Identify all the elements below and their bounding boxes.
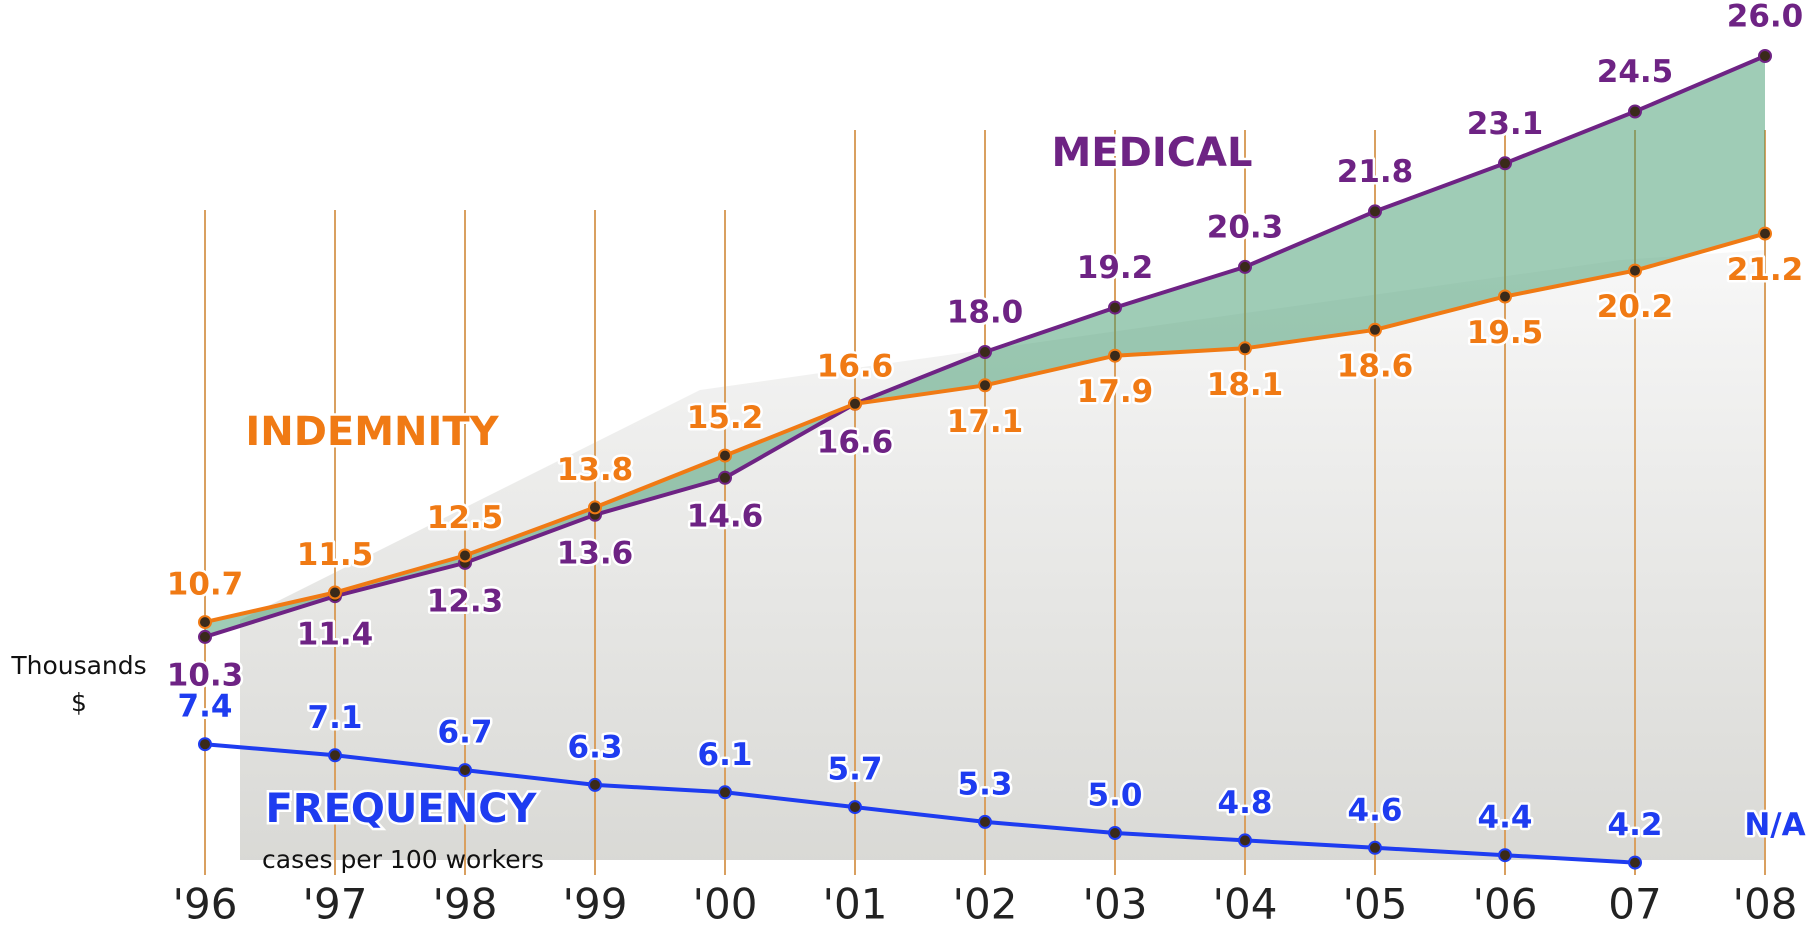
point: [979, 346, 991, 358]
x-tick-label: '98: [433, 880, 498, 925]
point: [199, 738, 211, 750]
value-label: 5.3: [958, 766, 1013, 802]
value-label: 4.6: [1348, 792, 1403, 828]
value-label: 18.6: [1337, 348, 1414, 384]
value-label: 6.3: [568, 729, 623, 765]
point: [1109, 350, 1121, 362]
value-label: 12.5: [427, 500, 504, 536]
value-label: 7.4: [178, 689, 233, 725]
point: [1239, 261, 1251, 273]
value-label: 4.4: [1478, 800, 1533, 836]
value-label: 11.4: [297, 617, 374, 653]
x-tick-label: '00: [693, 880, 758, 925]
value-label: 12.3: [427, 583, 504, 619]
x-tick-label: '05: [1343, 880, 1408, 925]
value-label: 5.0: [1088, 778, 1143, 814]
point: [199, 616, 211, 628]
point: [459, 550, 471, 562]
point: [1369, 205, 1381, 217]
value-label: 20.2: [1597, 289, 1674, 325]
value-label: 16.6: [817, 348, 894, 384]
point: [1239, 834, 1251, 846]
value-label: 15.2: [687, 400, 764, 436]
series-label: MEDICAL: [1051, 130, 1252, 176]
x-tick-label: '03: [1083, 880, 1148, 925]
y-label: Thousands: [10, 651, 146, 680]
point: [1499, 157, 1511, 169]
x-tick-label: '04: [1213, 880, 1278, 925]
x-tick-label: '02: [953, 880, 1018, 925]
value-label: 6.7: [438, 715, 493, 751]
x-tick-label: '01: [823, 880, 888, 925]
point: [1369, 842, 1381, 854]
chart: Thousands $ cases per 100 workers '96 '97…: [0, 0, 1809, 925]
point: [589, 779, 601, 791]
y-label: $: [71, 688, 87, 717]
value-label: 21.2: [1727, 252, 1804, 288]
point: [329, 749, 341, 761]
x-tick-label: 07: [1608, 880, 1661, 925]
point: [1629, 106, 1641, 118]
point: [1629, 265, 1641, 277]
point: [199, 631, 211, 643]
value-label: 19.2: [1077, 250, 1154, 286]
value-label: 10.7: [167, 567, 244, 603]
point: [719, 472, 731, 484]
value-label: 11.5: [297, 537, 374, 573]
point: [1109, 302, 1121, 314]
x-tick-label: '06: [1473, 880, 1538, 925]
value-label: 7.1: [308, 700, 363, 736]
point: [849, 801, 861, 813]
point: [1369, 324, 1381, 336]
point: [459, 764, 471, 776]
value-label: 4.2: [1608, 807, 1663, 843]
value-label: 13.6: [557, 535, 634, 571]
point: [1629, 857, 1641, 869]
point: [329, 587, 341, 599]
value-label: 16.6: [817, 424, 894, 460]
x-tick-label: '96: [173, 880, 238, 925]
value-label: 26.0: [1727, 0, 1804, 35]
value-label: 4.8: [1218, 785, 1273, 821]
value-label: 13.8: [557, 452, 634, 488]
point: [589, 501, 601, 513]
point: [1239, 342, 1251, 354]
x-tick-label: '08: [1733, 880, 1798, 925]
value-label: 19.5: [1467, 315, 1544, 351]
annotation: cases per 100 workers: [262, 845, 544, 874]
value-label: 21.8: [1337, 154, 1414, 190]
x-tick-label: '99: [563, 880, 628, 925]
value-label: 6.1: [698, 737, 753, 773]
point: [1759, 228, 1771, 240]
point: [719, 786, 731, 798]
value-label: 20.3: [1207, 209, 1284, 245]
value-label: 24.5: [1597, 54, 1674, 90]
point: [1499, 291, 1511, 303]
point: [979, 816, 991, 828]
point: [979, 379, 991, 391]
point: [849, 398, 861, 410]
value-label: 14.6: [687, 498, 764, 534]
point: [1499, 849, 1511, 861]
point: [1759, 50, 1771, 62]
value-label: 18.0: [947, 295, 1024, 331]
point: [1109, 827, 1121, 839]
value-label: 18.1: [1207, 367, 1284, 403]
point: [719, 450, 731, 462]
value-label: 17.1: [947, 404, 1024, 440]
value-label: 23.1: [1467, 106, 1544, 142]
series-label: INDEMNITY: [245, 409, 499, 455]
value-label: N/A: [1744, 807, 1805, 843]
value-label: 5.7: [828, 752, 883, 788]
series-label: FREQUENCY: [265, 786, 537, 832]
value-label: 17.9: [1077, 374, 1154, 410]
x-tick-label: '97: [303, 880, 368, 925]
